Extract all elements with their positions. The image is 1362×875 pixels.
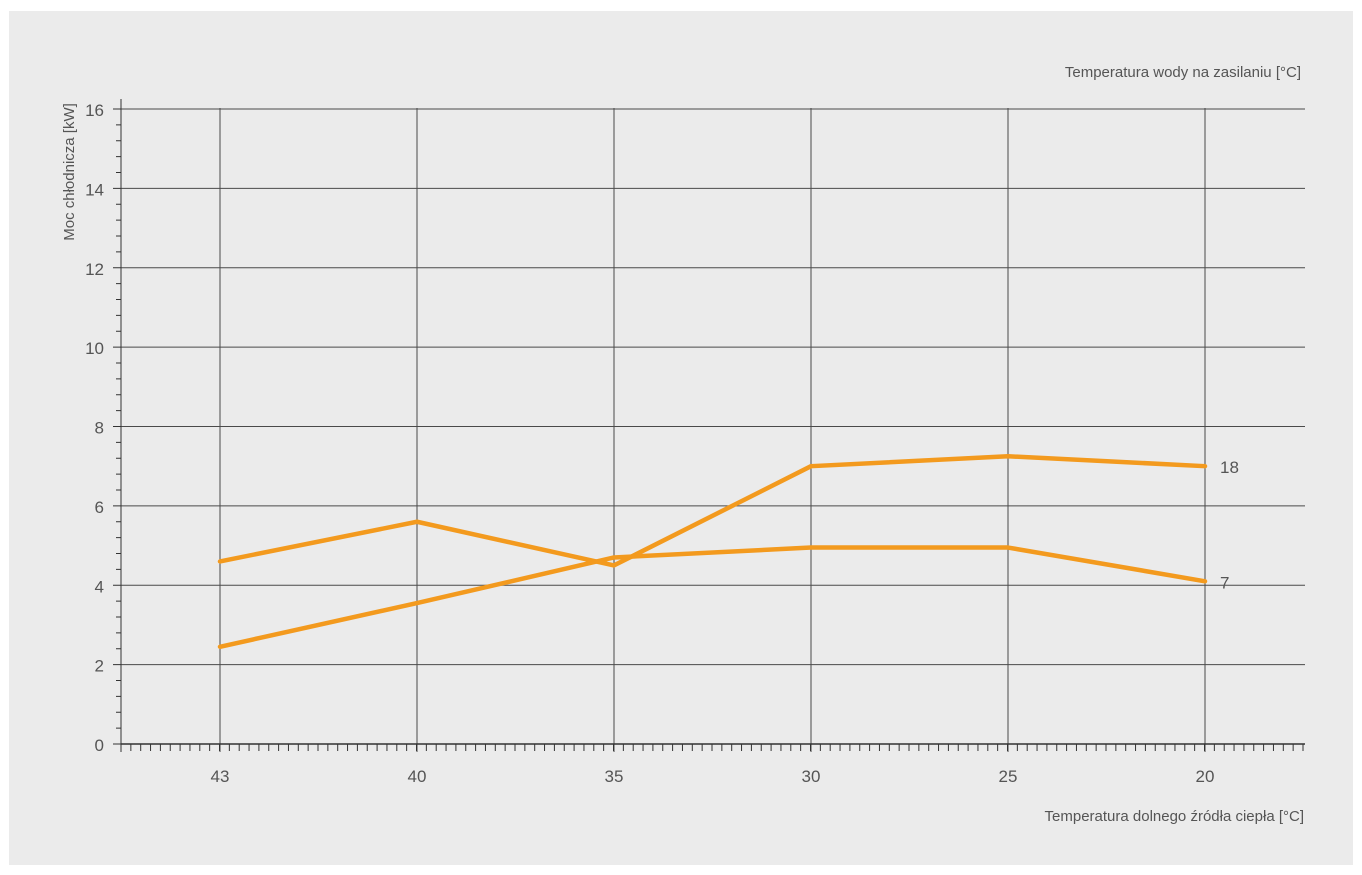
y-tick-label: 6 [95, 498, 104, 517]
y-tick-label: 8 [95, 419, 104, 438]
y-tick-label: 2 [95, 657, 104, 676]
data-point [612, 563, 616, 567]
series-line-7 [217, 545, 1208, 650]
data-point [809, 464, 813, 468]
data-point [1203, 579, 1207, 583]
data-point [809, 546, 813, 550]
y-axis-title: Moc chłodnicza [kW] [61, 103, 78, 241]
x-tick-label: 25 [999, 767, 1018, 786]
x-tick-label: 30 [802, 767, 821, 786]
y-tick-label: 4 [95, 577, 104, 596]
line-chart: 0 2 4 6 8 10 12 14 16 43 40 35 30 25 20 Moc chłodnicza … [61, 64, 1305, 825]
y-tick-label: 10 [85, 339, 104, 358]
x-tick-label: 40 [408, 767, 427, 786]
data-point [1203, 464, 1207, 468]
legend-title: Temperatura wody na zasilaniu [°C] [1065, 64, 1301, 81]
chart-panel: 0 2 4 6 8 10 12 14 16 43 40 35 30 25 20 Moc chłodnicza … [9, 11, 1353, 865]
data-point [415, 601, 419, 605]
data-point [218, 645, 222, 649]
y-tick-label: 16 [85, 101, 104, 120]
series-end-label: 18 [1220, 458, 1239, 477]
x-tick-label: 35 [605, 767, 624, 786]
data-point [1006, 454, 1010, 458]
y-tick-label: 12 [85, 260, 104, 279]
series-end-label: 7 [1220, 573, 1229, 592]
data-point [415, 520, 419, 524]
data-point [1006, 546, 1010, 550]
x-tick-label: 20 [1196, 767, 1215, 786]
x-axis-title: Temperatura dolnego źródła ciepła [°C] [1045, 808, 1304, 825]
series-line-18 [217, 454, 1208, 568]
data-point [612, 555, 616, 559]
y-tick-label: 14 [85, 180, 104, 199]
x-tick-label: 43 [211, 767, 230, 786]
y-tick-label: 0 [95, 736, 104, 755]
data-point [218, 559, 222, 563]
